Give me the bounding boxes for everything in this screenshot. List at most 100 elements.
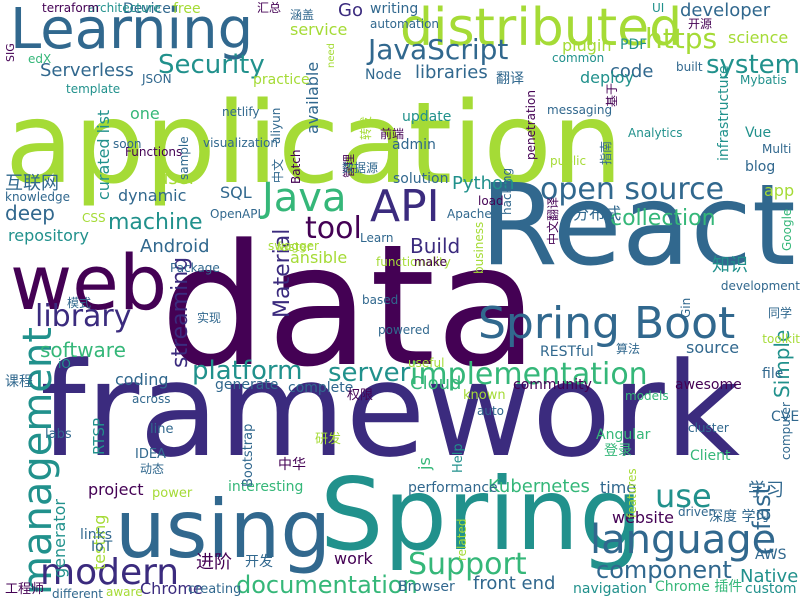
cloud-word: terraform [42,1,100,15]
cloud-word: API [370,181,440,232]
cloud-word: work [334,549,373,568]
cloud-word: related [455,518,469,561]
cloud-word: IDEA [135,447,166,462]
cloud-word: Google [780,208,794,251]
cloud-word: power [152,486,193,501]
cloud-word: language [590,517,777,563]
cloud-word: front end [473,573,556,594]
cloud-word: netlify [222,105,260,119]
cloud-word: JavaScript [368,33,509,66]
cloud-word: 实现 [197,311,222,325]
cloud-word: CSS [82,211,106,225]
cloud-word: make [414,255,447,269]
cloud-word: Node [365,67,402,83]
cloud-word: iO [58,357,71,371]
cloud-word: Python [452,173,515,194]
cloud-word: science [728,28,789,47]
cloud-word: AWS [755,547,787,563]
cloud-word: https [645,22,718,55]
cloud-word: implementation [410,357,648,392]
cloud-word: code [610,61,654,82]
cloud-word: one [130,104,160,123]
cloud-word: machine [108,210,203,235]
cloud-word: documentation [236,571,418,599]
cloud-word: deep [5,201,55,225]
cloud-word: use [655,477,712,515]
cloud-word: system [706,50,800,80]
cloud-word: 知识 [712,255,748,276]
cloud-word: 数据源 [342,161,379,175]
cloud-word: update [402,109,452,125]
cloud-word: modern [40,552,180,593]
cloud-word: framework [40,334,741,486]
cloud-word: solution [393,171,449,187]
cloud-word: toolkit [762,332,800,346]
cloud-word: UI [652,1,665,15]
cloud-word: architecture [88,1,161,15]
cloud-word: writing [370,1,419,17]
cloud-word: deploy [580,68,634,87]
cloud-word: curated list [94,109,113,200]
cloud-word: Gin [679,297,693,318]
cloud-word: application [5,79,623,209]
cloud-word: automation [370,17,440,31]
cloud-word: Learning [10,0,254,62]
cloud-word: penetration [524,90,538,160]
cloud-word: template [66,82,121,96]
cloud-word: navigation [573,581,647,597]
cloud-word: plugin [562,36,612,55]
cloud-word: time [600,478,637,497]
cloud-word: 翻译 [496,71,524,87]
cloud-word: web [10,238,168,327]
cloud-word: repository [8,226,89,245]
cloud-word: custom [745,581,797,597]
cloud-word: platform [192,356,303,386]
cloud-word: IoT [91,539,113,555]
cloud-word: Apache [447,207,492,221]
cloud-word: open source [540,172,725,207]
cloud-word: project [88,480,144,499]
cloud-word: Help [451,443,466,473]
cloud-word: performance [408,480,498,496]
cloud-word: common [552,51,605,65]
cloud-word: messaging [547,103,613,117]
cloud-word: community [513,377,592,393]
cloud-word: component [596,556,732,584]
cloud-word: across [132,392,171,406]
cloud-word: Native [740,566,799,587]
cloud-word: line [150,422,174,437]
cloud-word: Spring [320,456,643,573]
cloud-word: libraries [415,62,488,83]
cloud-word: links [80,527,113,543]
cloud-word: 中文 [271,158,285,183]
cloud-word: js [415,457,434,470]
cloud-word: computer [779,402,793,460]
cloud-word: useful [408,356,445,370]
cloud-word: 汇总 [257,1,282,15]
cloud-word: 涵盖 [290,8,315,22]
cloud-word: server [328,358,411,388]
cloud-word: source [686,338,740,357]
cloud-word: Browser [398,579,455,595]
cloud-word: blog [745,159,776,175]
cloud-word: generate [215,377,279,393]
cloud-word: developer [680,0,771,21]
cloud-word: 研发 [315,432,342,447]
cloud-word: models [625,389,669,403]
cloud-word: Device [123,1,171,17]
cloud-word: JSON [142,72,172,86]
cloud-word: Mybatis [740,73,787,87]
cloud-word: Cloud [410,373,462,394]
cloud-word: infrastructure [716,65,732,161]
cloud-word: collection [610,206,716,231]
cloud-word: development [720,279,800,293]
cloud-word: service [290,20,348,39]
cloud-word: Serverless [40,60,134,81]
cloud-word: auto [477,404,505,418]
cloud-word: visualization [203,136,278,150]
cloud-word: based [362,293,399,307]
cloud-word: dynamic [118,186,187,205]
cloud-word: 分布式 [573,204,622,223]
cloud-word: soon [113,137,142,151]
